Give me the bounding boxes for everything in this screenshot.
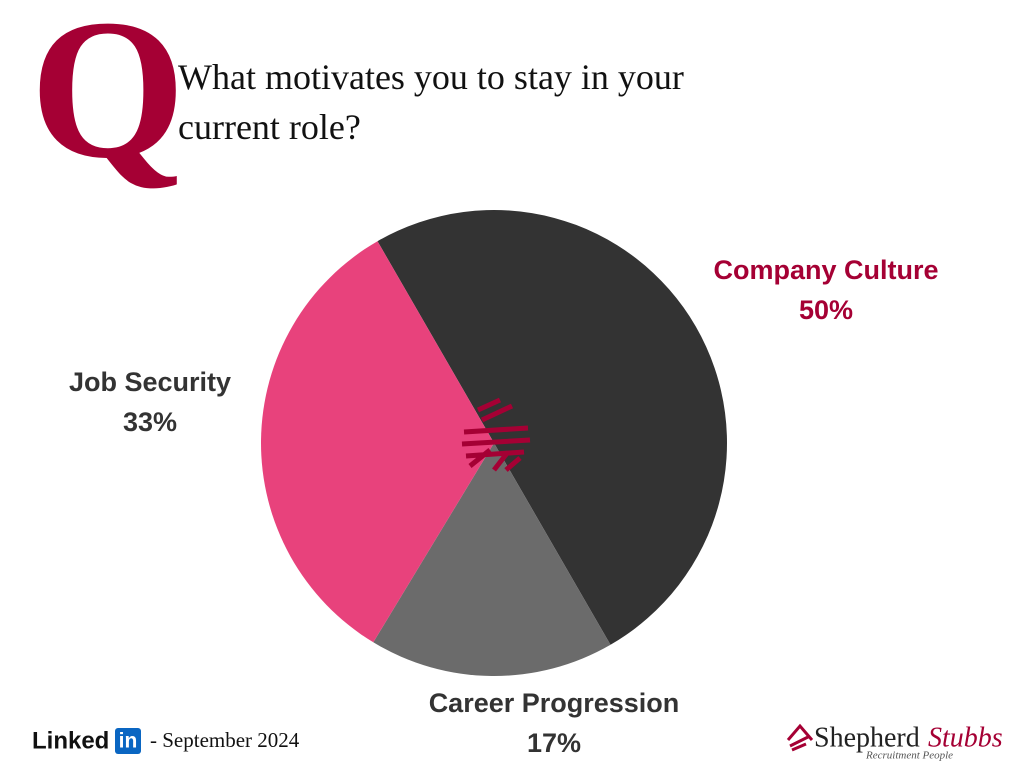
question-mark-letter: Q <box>30 0 186 200</box>
brand-first: Shepherd <box>814 722 920 753</box>
pie <box>261 210 727 676</box>
value-label: 50% <box>799 295 853 325</box>
linkedin-badge-box <box>115 728 141 754</box>
brand-second: Stubbs <box>928 722 1003 753</box>
value-label: 17% <box>527 728 581 758</box>
slice-label: Job Security <box>69 367 231 397</box>
linkedin-badge: in <box>119 730 138 753</box>
brand-tagline: Recruitment People <box>865 750 953 762</box>
linkedin-word: Linked <box>32 727 109 754</box>
chart-title: What motivates you to stay in your curre… <box>178 57 684 147</box>
pie-slice <box>261 241 494 643</box>
pie-slice <box>373 443 611 676</box>
center-logo <box>461 397 531 472</box>
pie-slice <box>377 210 727 645</box>
slice-label: Career Progression <box>429 688 680 718</box>
value-label: 33% <box>123 407 177 437</box>
brand-icon <box>786 723 814 752</box>
slice-label: Company Culture <box>713 255 938 285</box>
logo-strokes <box>461 397 531 472</box>
date: - September 2024 <box>150 728 300 752</box>
